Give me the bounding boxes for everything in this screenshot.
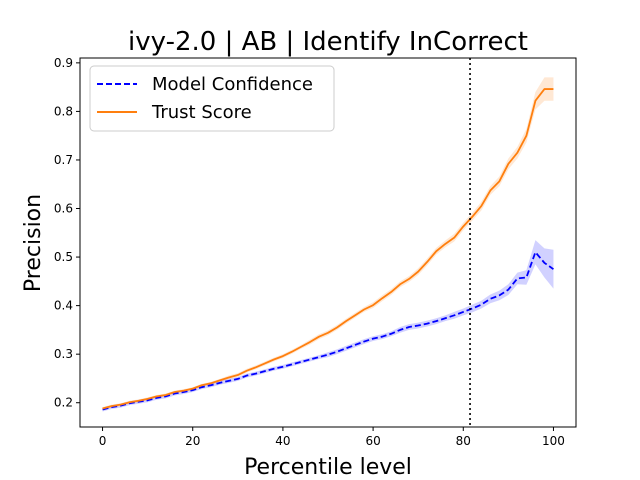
legend-box — [89, 65, 335, 132]
y-tick-label: 0.4 — [54, 299, 73, 313]
x-axis-label: Percentile level — [244, 455, 412, 480]
series-line-trust-score — [102, 88, 554, 410]
band-model-confidence — [102, 240, 554, 412]
y-axis-label: Precision — [21, 194, 46, 292]
y-tick-label: 0.8 — [54, 104, 73, 118]
y-tick-label: 0.7 — [54, 153, 73, 167]
x-tick-label: 60 — [365, 434, 380, 448]
y-tick-label: 0.3 — [54, 347, 73, 361]
x-tick-label: 80 — [456, 434, 471, 448]
y-tick-label: 0.2 — [54, 396, 73, 410]
x-axis-ticks: 0 20 40 60 80 100 — [99, 427, 565, 448]
series-line-model-confidence — [102, 251, 554, 411]
x-tick-label: 0 — [99, 434, 107, 448]
y-tick-label: 0.5 — [54, 250, 73, 264]
y-tick-label: 0.6 — [54, 202, 73, 216]
y-axis-ticks: 0.2 0.3 0.4 0.5 0.6 0.7 0.8 0.9 — [54, 56, 80, 410]
y-tick-label: 0.9 — [54, 56, 73, 70]
chart-title: ivy-2.0 | AB | Identify InCorrect — [128, 27, 528, 57]
x-tick-label: 40 — [275, 434, 290, 448]
legend-label-trust-score: Trust Score — [151, 102, 252, 123]
legend: Model Confidence Trust Score — [89, 65, 335, 132]
series-lines — [102, 88, 554, 411]
legend-label-model-confidence: Model Confidence — [152, 74, 313, 95]
plot-area-frame — [79, 57, 577, 428]
x-tick-label: 100 — [542, 434, 565, 448]
x-tick-label: 20 — [185, 434, 200, 448]
